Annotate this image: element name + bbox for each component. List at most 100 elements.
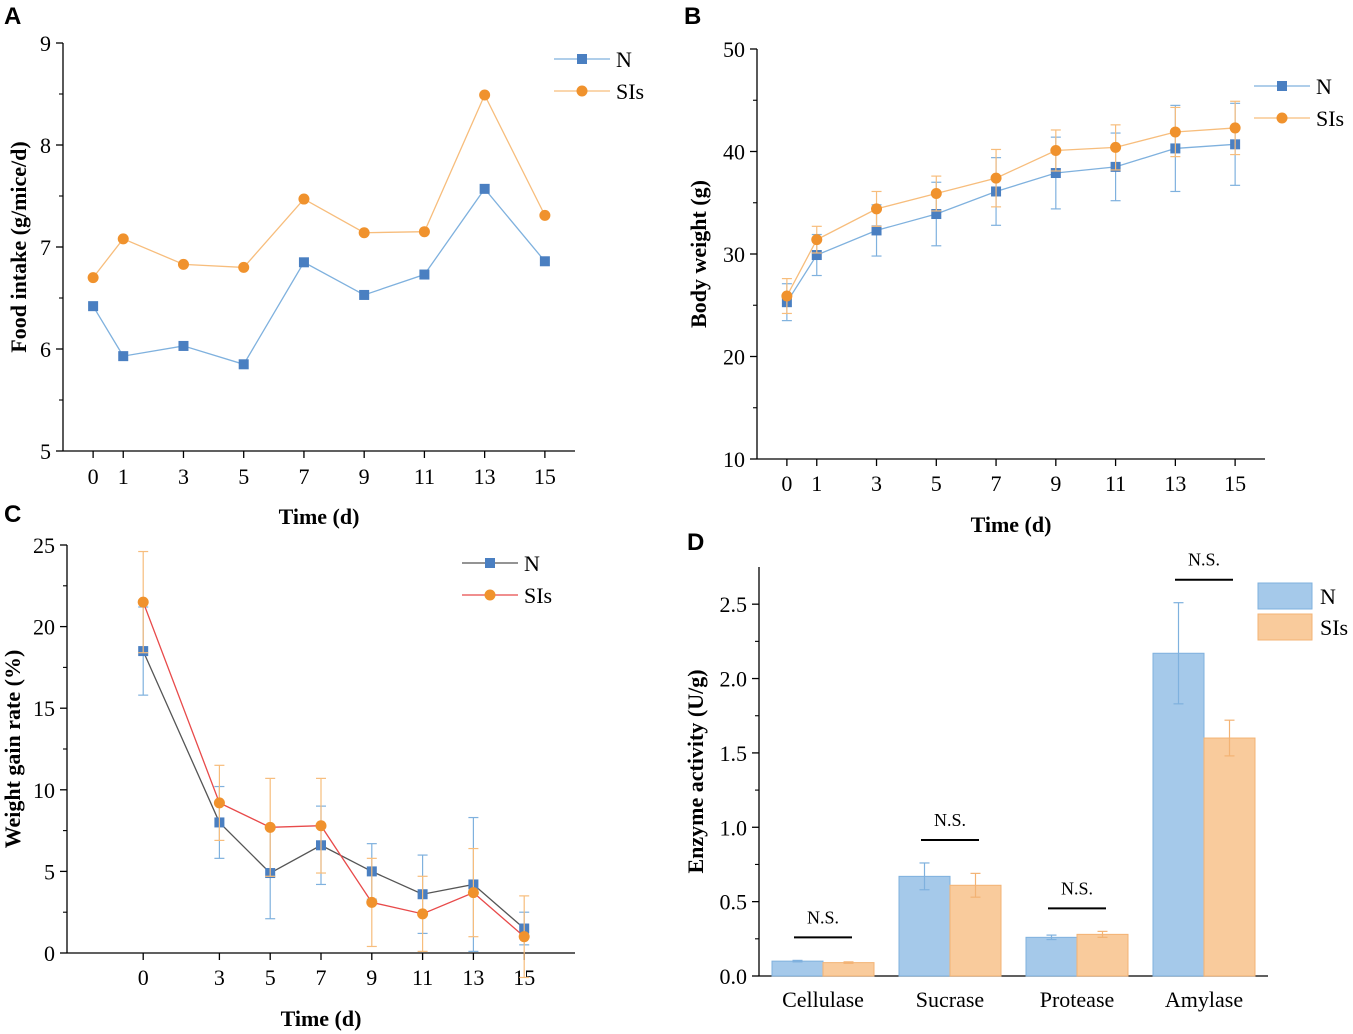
- y-tick-label: 2.0: [720, 667, 748, 692]
- x-tick-label: 11: [412, 965, 433, 990]
- data-point: [177, 258, 189, 270]
- error-bar: [843, 961, 854, 964]
- data-point: [1050, 168, 1061, 179]
- data-point: [1050, 144, 1062, 156]
- y-tick-label: 25: [33, 533, 55, 558]
- legend-entry: N: [462, 551, 540, 576]
- x-tick-label: 15: [1224, 471, 1246, 496]
- x-tick-label: 0: [88, 464, 99, 489]
- error-bar: [919, 862, 930, 891]
- data-point: [811, 234, 823, 246]
- legend-label: N: [1316, 74, 1332, 99]
- data-point: [137, 596, 149, 608]
- category-group: N.S. Cellulase: [771, 907, 875, 1012]
- legend-entry: N: [1254, 74, 1332, 99]
- y-tick-label: 5: [44, 859, 55, 884]
- y-tick-label: 10: [33, 778, 55, 803]
- x-tick-label: 0: [138, 965, 149, 990]
- data-point: [358, 227, 370, 239]
- significance-label: N.S.: [934, 810, 966, 830]
- significance-label: N.S.: [807, 907, 839, 927]
- y-tick-label: 15: [33, 696, 55, 721]
- y-tick-label: 6: [40, 337, 51, 362]
- legend-marker: [485, 558, 495, 568]
- y-tick-label: 1.5: [720, 741, 748, 766]
- panel-label: A: [4, 3, 21, 30]
- data-point: [366, 896, 378, 908]
- y-tick-label: 20: [33, 615, 55, 640]
- y-tick-label: 10: [723, 447, 745, 472]
- legend-entry: N: [1257, 582, 1336, 610]
- x-tick-label: 7: [316, 965, 327, 990]
- data-point: [298, 257, 309, 268]
- series-line: [786, 127, 1236, 297]
- panel-label: B: [684, 3, 701, 30]
- legend-entry: SIs: [462, 583, 552, 608]
- x-tick-label: 13: [1164, 471, 1186, 496]
- data-point: [117, 233, 129, 245]
- x-axis-title: Time (d): [971, 512, 1052, 537]
- y-tick-label: 20: [723, 345, 745, 370]
- x-tick-label: 11: [1105, 471, 1126, 496]
- panel-label: C: [4, 501, 21, 528]
- data-point: [1169, 126, 1181, 138]
- panel-C: 0 5 10 15 20 25 Weight gain rate (%) Time (d) C 0…: [0, 501, 575, 1031]
- legend-label: SIs: [616, 79, 644, 104]
- x-axis-title: Time (d): [281, 1006, 362, 1031]
- series-n: [88, 183, 550, 370]
- bar: [1203, 737, 1256, 977]
- data-point: [88, 301, 99, 312]
- legend-label: SIs: [524, 583, 552, 608]
- y-tick-label: 40: [723, 140, 745, 165]
- y-tick-label: 0.5: [720, 890, 748, 915]
- x-tick-label: 11: [414, 464, 435, 489]
- category-group: N.S. Protease: [1025, 878, 1129, 1012]
- series-line: [142, 601, 525, 938]
- y-tick-label: 5: [40, 439, 51, 464]
- significance-label: N.S.: [1061, 878, 1093, 898]
- legend-marker: [576, 85, 588, 97]
- x-tick-label: 1: [811, 471, 822, 496]
- data-point: [539, 209, 551, 221]
- panel-label: D: [687, 529, 704, 556]
- series-sis: [137, 550, 530, 979]
- category-group: N.S. Sucrase: [898, 810, 1002, 1012]
- x-tick-label: 13: [474, 464, 496, 489]
- x-tick-label: Protease: [1040, 987, 1115, 1012]
- panel-D: 0.0 0.5 1.0 1.5 2.0 2.5 Enzyme activity (U/g) D…: [683, 529, 1348, 1012]
- data-point: [118, 351, 129, 362]
- data-point: [1229, 122, 1241, 134]
- legend-swatch: [1257, 582, 1313, 610]
- bar: [949, 884, 1002, 977]
- x-tick-label: Sucrase: [916, 987, 984, 1012]
- y-tick-label: 0.0: [720, 964, 748, 989]
- y-tick-label: 0: [44, 941, 55, 966]
- x-tick-label: 5: [265, 965, 276, 990]
- data-point: [419, 269, 430, 280]
- series-n: [138, 606, 530, 952]
- error-bar: [970, 872, 981, 898]
- data-point: [479, 89, 491, 101]
- error-bar: [1097, 930, 1108, 938]
- data-point: [238, 359, 249, 370]
- data-point: [930, 188, 942, 200]
- x-tick-label: 3: [214, 965, 225, 990]
- x-tick-label: 5: [931, 471, 942, 496]
- y-tick-label: 30: [723, 242, 745, 267]
- data-point: [518, 931, 530, 943]
- y-tick-label: 1.0: [720, 815, 748, 840]
- data-point: [539, 256, 550, 267]
- y-axis-title: Enzyme activity (U/g): [683, 669, 708, 873]
- series-line: [142, 650, 525, 930]
- x-tick-label: 9: [359, 464, 370, 489]
- data-point: [479, 183, 490, 194]
- bar: [822, 962, 875, 977]
- x-tick-label: 0: [781, 471, 792, 496]
- data-point: [359, 289, 370, 300]
- legend-entry: SIs: [1257, 613, 1348, 641]
- y-axis-title: Body weight (g): [686, 180, 711, 328]
- legend-marker: [484, 589, 496, 601]
- category-group: N.S. Amylase: [1152, 550, 1256, 1012]
- bar: [1152, 652, 1205, 977]
